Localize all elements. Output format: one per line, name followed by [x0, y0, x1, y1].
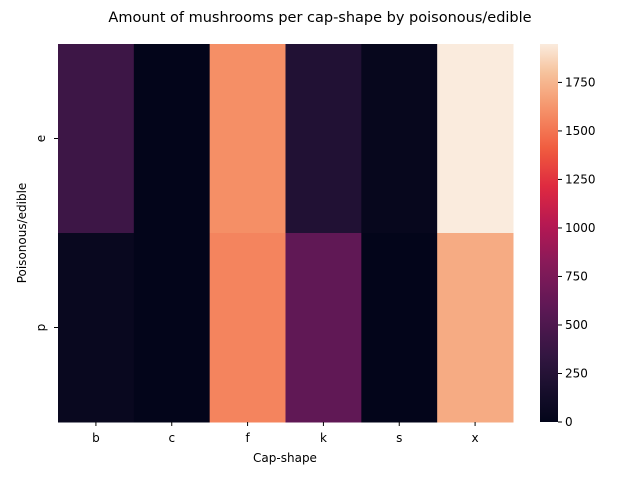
colorbar-tick-label: 1750 [565, 75, 596, 89]
colorbar-tick-label: 1500 [565, 124, 596, 138]
chart-title: Amount of mushrooms per cap-shape by poi… [108, 10, 531, 26]
colorbar-tick-label: 500 [565, 318, 588, 332]
heatmap-cell-p-f [209, 233, 286, 423]
heatmap-cell-e-b [58, 44, 135, 234]
heatmap-cell-e-c [133, 44, 211, 234]
x-tick-label: s [396, 431, 402, 445]
heatmap-cell-p-b [58, 233, 135, 423]
colorbar-gradient [540, 44, 558, 422]
y-tick-label: p [34, 324, 48, 332]
colorbar-tick-label: 1000 [565, 221, 596, 235]
colorbar-tick-label: 250 [565, 366, 588, 380]
colorbar-tick-label: 1250 [565, 172, 596, 186]
heatmap-cell-e-k [285, 44, 362, 234]
colorbar: 0 250 500 750 1000 1250 1500 1750 [540, 44, 596, 429]
heatmap-cell-e-f [209, 44, 286, 234]
y-axis: ep [34, 135, 58, 332]
x-tick-label: k [320, 431, 327, 445]
x-tick-label: b [92, 431, 100, 445]
y-tick-label: e [34, 135, 48, 142]
heatmap-cells [58, 44, 514, 423]
x-tick-label: x [472, 431, 479, 445]
x-axis-label: Cap-shape [253, 451, 317, 465]
x-tick-label: c [168, 431, 175, 445]
heatmap-cell-p-s [361, 233, 438, 423]
heatmap-cell-p-k [285, 233, 362, 423]
colorbar-tick-label: 0 [565, 415, 573, 429]
heatmap-cell-e-x [437, 44, 514, 234]
heatmap-cell-p-c [133, 233, 211, 423]
colorbar-tick-label: 750 [565, 269, 588, 283]
x-tick-label: f [245, 431, 250, 445]
y-axis-label: Poisonous/edible [15, 183, 29, 284]
heatmap-cell-p-x [437, 233, 514, 423]
heatmap-cell-e-s [361, 44, 438, 234]
